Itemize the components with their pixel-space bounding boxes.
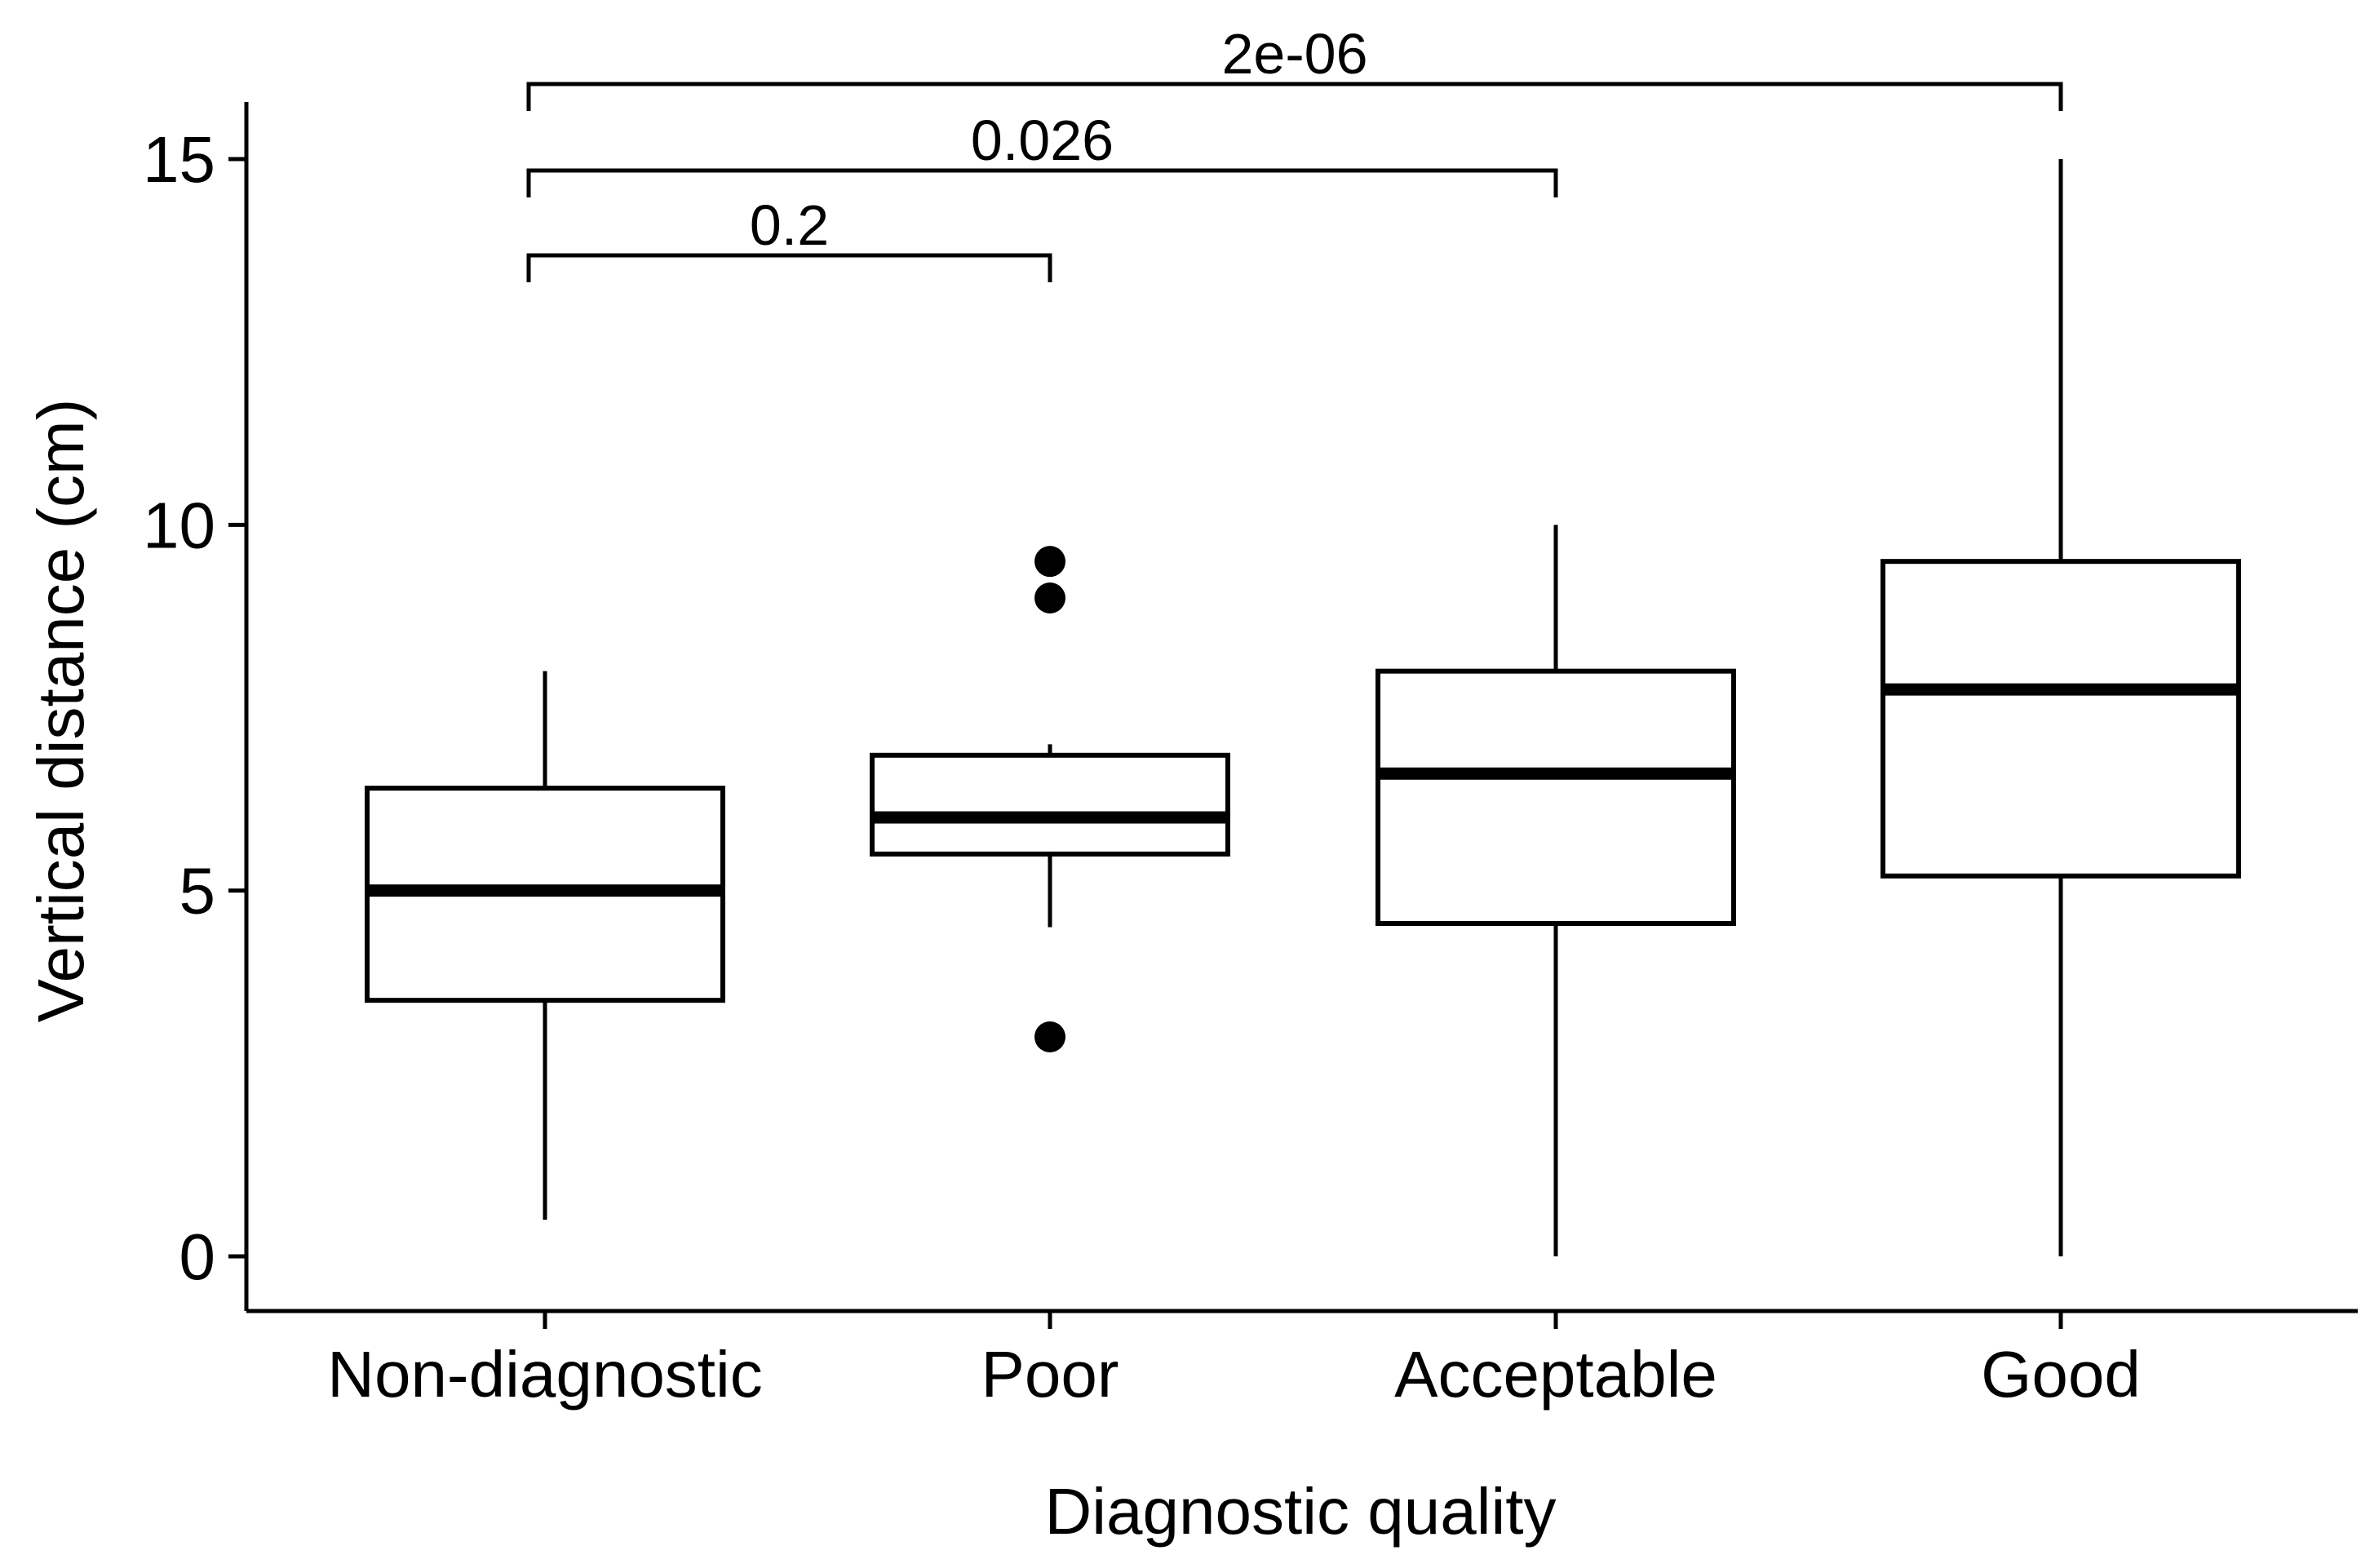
y-tick-label: 10	[143, 489, 215, 561]
p-value-label: 0.2	[750, 193, 829, 257]
box-group	[1880, 159, 2241, 1256]
p-value-label: 0.026	[971, 109, 1114, 172]
box-group	[1375, 525, 1736, 1256]
x-tick-label: Good	[1981, 1338, 2141, 1411]
iqr-box	[1880, 559, 2241, 879]
boxes	[365, 159, 2241, 1256]
significance-brackets: 0.2 0.026 2e-06	[526, 22, 2063, 282]
outlier-point	[1034, 546, 1065, 578]
y-tick-label: 0	[179, 1220, 216, 1293]
x-tick-label: Poor	[981, 1338, 1119, 1411]
box-group	[870, 546, 1230, 1052]
bracket-line	[526, 253, 1052, 282]
x-axis-title: Diagnostic quality	[1045, 1475, 1557, 1548]
x-tick-label: Non-diagnostic	[327, 1338, 763, 1411]
y-tick-label: 5	[179, 855, 216, 928]
iqr-box	[1375, 668, 1736, 927]
y-axis-title: Vertical distance (cm)	[24, 399, 97, 1023]
outlier-point	[1034, 1021, 1065, 1052]
comparison-bracket: 2e-06	[526, 22, 2063, 111]
bracket-line	[526, 82, 2063, 111]
comparison-bracket: 0.2	[526, 193, 1052, 282]
axes: 0 5 10 15 Non-diagnostic Poor Acceptable Good	[143, 102, 2358, 1411]
x-tick-label: Acceptable	[1394, 1338, 1717, 1411]
iqr-box	[870, 752, 1230, 857]
p-value-label: 2e-06	[1221, 22, 1367, 86]
bracket-line	[526, 168, 1558, 197]
comparison-bracket: 0.026	[526, 109, 1558, 197]
outlier-point	[1034, 582, 1065, 613]
y-tick-label: 15	[143, 123, 215, 196]
box-group	[365, 671, 725, 1220]
